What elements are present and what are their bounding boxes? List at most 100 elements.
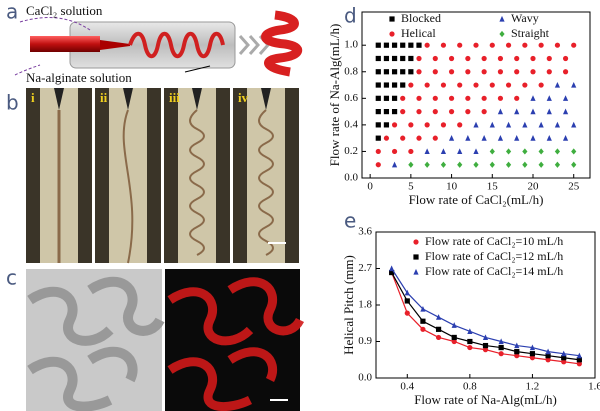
point [424, 148, 430, 155]
point [457, 82, 463, 88]
legend-label: Flow rate of CaCl₂=14 mL/h [425, 264, 563, 278]
point [457, 161, 463, 168]
point [391, 122, 398, 128]
point [482, 334, 489, 341]
direction-arrow [184, 65, 211, 73]
point [375, 55, 381, 62]
point [481, 95, 487, 101]
legend-marker [413, 254, 419, 260]
point [383, 135, 390, 141]
point [451, 322, 457, 328]
point [530, 135, 536, 141]
point [505, 121, 512, 128]
point [546, 135, 552, 141]
point [522, 42, 528, 48]
nozzle [261, 88, 271, 110]
point [383, 69, 390, 75]
point [497, 108, 504, 115]
point [497, 55, 504, 62]
point [562, 69, 569, 75]
point [416, 55, 422, 62]
point [435, 314, 442, 320]
panel-b: b i ii iii iv [6, 88, 299, 264]
point [554, 81, 561, 88]
nozzle [123, 88, 133, 110]
point [505, 82, 512, 88]
point [383, 95, 390, 101]
legend-label: Wavy [511, 11, 539, 25]
fiber [189, 109, 205, 256]
x-tick-label: 1.2 [526, 381, 540, 393]
point [529, 351, 536, 357]
point [505, 42, 512, 48]
point [383, 82, 390, 88]
fiber [27, 276, 165, 411]
point [522, 121, 528, 128]
point [457, 122, 463, 128]
point [545, 353, 551, 359]
point [391, 42, 398, 48]
y-tick-label: 0.2 [344, 145, 358, 157]
point [489, 161, 495, 168]
legend-marker [499, 15, 505, 22]
legend-marker [499, 30, 505, 38]
point [408, 55, 414, 62]
y-tick-label: 0.4 [344, 118, 358, 130]
legend-marker [413, 268, 419, 275]
point [514, 349, 520, 355]
point [375, 135, 381, 141]
point [408, 161, 414, 168]
legend-label: Helical [401, 26, 436, 40]
panel-letter: d [344, 4, 357, 28]
point [457, 42, 463, 48]
point [514, 55, 520, 62]
helix-3d [261, 10, 302, 77]
point [489, 121, 495, 128]
inner-needle [30, 36, 100, 52]
point [457, 148, 463, 155]
flow-arrow [14, 64, 41, 76]
point [448, 55, 455, 62]
frame-label: i [31, 90, 35, 105]
label: Na-alginate solution [26, 70, 132, 85]
point [546, 95, 552, 101]
point [561, 350, 567, 357]
point [481, 135, 487, 141]
point [576, 361, 582, 367]
point [465, 109, 471, 115]
fit-line [391, 268, 580, 357]
point [473, 42, 479, 48]
point [416, 42, 422, 48]
point [467, 344, 473, 351]
point [505, 161, 512, 168]
point [440, 148, 447, 155]
channel [247, 88, 285, 263]
point [440, 161, 447, 168]
point [448, 69, 455, 75]
point [416, 69, 422, 75]
point [408, 122, 414, 128]
x-tick-label: 1.6 [588, 381, 600, 393]
point [482, 342, 489, 349]
point [465, 95, 471, 101]
point [451, 334, 457, 341]
x-tick-label: 25 [568, 181, 580, 193]
point [440, 42, 447, 48]
point [514, 135, 520, 141]
point [420, 326, 426, 332]
point [538, 148, 544, 155]
point [432, 69, 438, 75]
point [432, 55, 438, 62]
point [391, 95, 398, 101]
point [489, 42, 495, 48]
point [498, 344, 504, 351]
point [530, 55, 536, 62]
point [538, 42, 544, 48]
point [391, 69, 398, 75]
point [400, 135, 406, 141]
point [448, 95, 455, 101]
legend-marker [389, 31, 395, 37]
nozzle [192, 88, 202, 110]
point [404, 298, 410, 304]
